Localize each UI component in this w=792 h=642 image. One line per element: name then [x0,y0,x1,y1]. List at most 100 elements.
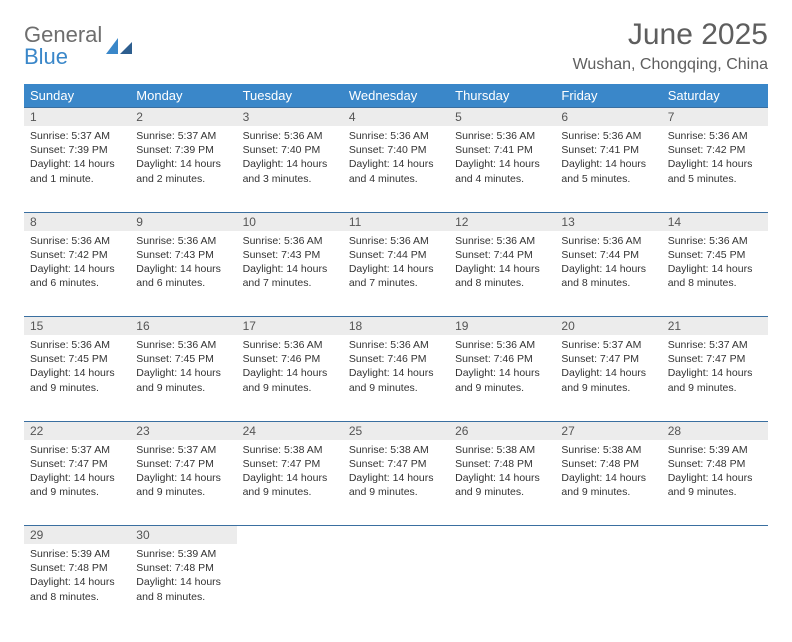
daylight-text: Daylight: 14 hours and 9 minutes. [668,471,762,499]
sunrise-text: Sunrise: 5:37 AM [30,129,124,143]
day-content-row: Sunrise: 5:36 AMSunset: 7:45 PMDaylight:… [24,335,768,421]
day-number-cell: 28 [662,421,768,440]
sunset-text: Sunset: 7:46 PM [455,352,549,366]
sunrise-text: Sunrise: 5:36 AM [349,338,443,352]
daylight-text: Daylight: 14 hours and 9 minutes. [30,366,124,394]
sunrise-text: Sunrise: 5:36 AM [30,338,124,352]
day-number-cell: 16 [130,317,236,336]
sunrise-text: Sunrise: 5:36 AM [243,129,337,143]
day-content-cell [449,544,555,630]
sunset-text: Sunset: 7:40 PM [349,143,443,157]
sunset-text: Sunset: 7:42 PM [30,248,124,262]
page-header: General Blue June 2025 Wushan, Chongqing… [24,18,768,74]
day-number-row: 891011121314 [24,212,768,231]
daylight-text: Daylight: 14 hours and 9 minutes. [561,366,655,394]
sunset-text: Sunset: 7:47 PM [668,352,762,366]
day-content-cell: Sunrise: 5:36 AMSunset: 7:40 PMDaylight:… [343,126,449,212]
weekday-header-row: Sunday Monday Tuesday Wednesday Thursday… [24,84,768,108]
day-content-row: Sunrise: 5:39 AMSunset: 7:48 PMDaylight:… [24,544,768,630]
day-content-cell: Sunrise: 5:37 AMSunset: 7:47 PMDaylight:… [662,335,768,421]
day-content-cell: Sunrise: 5:36 AMSunset: 7:43 PMDaylight:… [237,231,343,317]
day-number-cell: 18 [343,317,449,336]
day-number-cell: 3 [237,108,343,127]
month-title: June 2025 [573,18,768,52]
sunset-text: Sunset: 7:47 PM [30,457,124,471]
day-content-cell: Sunrise: 5:39 AMSunset: 7:48 PMDaylight:… [662,440,768,526]
day-content-cell: Sunrise: 5:37 AMSunset: 7:47 PMDaylight:… [24,440,130,526]
brand-line2: Blue [24,44,68,69]
day-content-cell [662,544,768,630]
day-number-row: 1234567 [24,108,768,127]
day-number-cell: 24 [237,421,343,440]
brand-text: General Blue [24,24,102,68]
sunrise-text: Sunrise: 5:37 AM [30,443,124,457]
day-number-cell: 9 [130,212,236,231]
day-number-cell [237,526,343,545]
daylight-text: Daylight: 14 hours and 8 minutes. [455,262,549,290]
sunset-text: Sunset: 7:48 PM [136,561,230,575]
sunset-text: Sunset: 7:46 PM [243,352,337,366]
day-content-row: Sunrise: 5:37 AMSunset: 7:39 PMDaylight:… [24,126,768,212]
title-block: June 2025 Wushan, Chongqing, China [573,18,768,74]
day-number-cell: 10 [237,212,343,231]
day-content-cell: Sunrise: 5:38 AMSunset: 7:47 PMDaylight:… [237,440,343,526]
day-number-cell: 17 [237,317,343,336]
day-number-cell: 13 [555,212,661,231]
day-number-cell: 25 [343,421,449,440]
day-content-cell: Sunrise: 5:36 AMSunset: 7:42 PMDaylight:… [24,231,130,317]
calendar-table: Sunday Monday Tuesday Wednesday Thursday… [24,84,768,630]
calendar-body: 1234567Sunrise: 5:37 AMSunset: 7:39 PMDa… [24,108,768,631]
day-content-cell: Sunrise: 5:39 AMSunset: 7:48 PMDaylight:… [130,544,236,630]
sunrise-text: Sunrise: 5:38 AM [243,443,337,457]
weekday-header: Saturday [662,84,768,108]
calendar-page: General Blue June 2025 Wushan, Chongqing… [0,0,792,642]
day-number-cell: 11 [343,212,449,231]
daylight-text: Daylight: 14 hours and 9 minutes. [349,366,443,394]
day-number-cell: 5 [449,108,555,127]
sunset-text: Sunset: 7:40 PM [243,143,337,157]
day-number-cell [449,526,555,545]
day-content-cell: Sunrise: 5:36 AMSunset: 7:46 PMDaylight:… [343,335,449,421]
daylight-text: Daylight: 14 hours and 9 minutes. [561,471,655,499]
day-content-cell: Sunrise: 5:36 AMSunset: 7:45 PMDaylight:… [662,231,768,317]
daylight-text: Daylight: 14 hours and 2 minutes. [136,157,230,185]
daylight-text: Daylight: 14 hours and 9 minutes. [668,366,762,394]
sunset-text: Sunset: 7:44 PM [349,248,443,262]
daylight-text: Daylight: 14 hours and 5 minutes. [668,157,762,185]
daylight-text: Daylight: 14 hours and 9 minutes. [455,471,549,499]
daylight-text: Daylight: 14 hours and 9 minutes. [136,471,230,499]
sunrise-text: Sunrise: 5:39 AM [668,443,762,457]
day-number-cell: 26 [449,421,555,440]
daylight-text: Daylight: 14 hours and 6 minutes. [30,262,124,290]
daylight-text: Daylight: 14 hours and 1 minute. [30,157,124,185]
sunset-text: Sunset: 7:45 PM [30,352,124,366]
location-text: Wushan, Chongqing, China [573,56,768,74]
daylight-text: Daylight: 14 hours and 3 minutes. [243,157,337,185]
daylight-text: Daylight: 14 hours and 9 minutes. [455,366,549,394]
sunset-text: Sunset: 7:47 PM [349,457,443,471]
weekday-header: Wednesday [343,84,449,108]
daylight-text: Daylight: 14 hours and 9 minutes. [30,471,124,499]
sunset-text: Sunset: 7:47 PM [243,457,337,471]
daylight-text: Daylight: 14 hours and 9 minutes. [243,471,337,499]
sunrise-text: Sunrise: 5:36 AM [668,234,762,248]
day-content-cell: Sunrise: 5:36 AMSunset: 7:45 PMDaylight:… [24,335,130,421]
sunrise-text: Sunrise: 5:36 AM [136,234,230,248]
day-content-cell: Sunrise: 5:37 AMSunset: 7:47 PMDaylight:… [130,440,236,526]
day-content-cell: Sunrise: 5:36 AMSunset: 7:44 PMDaylight:… [449,231,555,317]
day-content-cell: Sunrise: 5:38 AMSunset: 7:48 PMDaylight:… [555,440,661,526]
sunrise-text: Sunrise: 5:38 AM [455,443,549,457]
sunrise-text: Sunrise: 5:39 AM [136,547,230,561]
day-number-cell: 15 [24,317,130,336]
day-content-cell: Sunrise: 5:37 AMSunset: 7:39 PMDaylight:… [24,126,130,212]
day-number-row: 15161718192021 [24,317,768,336]
sunrise-text: Sunrise: 5:36 AM [30,234,124,248]
weekday-header: Friday [555,84,661,108]
day-content-cell: Sunrise: 5:38 AMSunset: 7:47 PMDaylight:… [343,440,449,526]
day-number-cell: 30 [130,526,236,545]
daylight-text: Daylight: 14 hours and 8 minutes. [561,262,655,290]
sunrise-text: Sunrise: 5:39 AM [30,547,124,561]
sunrise-text: Sunrise: 5:37 AM [561,338,655,352]
day-number-cell: 23 [130,421,236,440]
daylight-text: Daylight: 14 hours and 7 minutes. [243,262,337,290]
